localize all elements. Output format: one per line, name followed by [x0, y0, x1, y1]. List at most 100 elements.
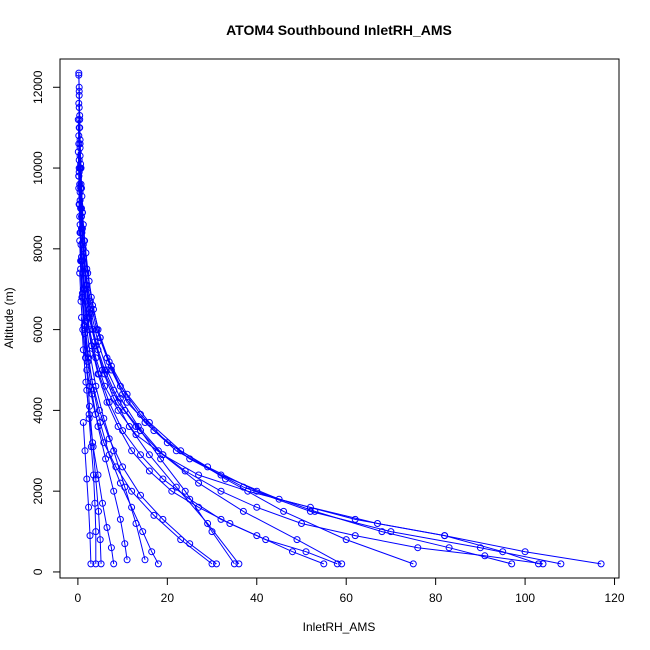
series-20: [79, 419, 95, 568]
data-point: [177, 536, 185, 544]
data-point: [76, 112, 84, 119]
data-point: [86, 532, 94, 540]
data-point: [123, 390, 131, 398]
series-line: [78, 103, 561, 565]
data-point: [195, 471, 203, 479]
data-point: [110, 560, 118, 568]
data-point: [121, 540, 129, 548]
y-axis: 0 2000 4000 6000 8000 10000 12000: [31, 70, 60, 575]
data-point: [414, 544, 422, 552]
x-axis-label: InletRH_AMS: [303, 620, 376, 634]
data-point: [137, 491, 144, 499]
data-point: [82, 318, 90, 325]
series-18: [76, 269, 216, 568]
data-point: [186, 495, 194, 503]
data-point: [95, 370, 103, 378]
data-point: [110, 487, 118, 495]
series-line: [81, 297, 128, 560]
data-point: [81, 447, 89, 455]
data-point: [79, 326, 87, 334]
data-point: [79, 419, 87, 426]
series-line: [86, 390, 97, 564]
data-point: [195, 479, 203, 487]
y-tick-label: 2000: [31, 477, 45, 504]
data-point: [77, 297, 85, 305]
data-point: [125, 423, 133, 430]
data-point: [253, 532, 261, 540]
x-axis: 0 20 40 60 80 100 120: [75, 578, 625, 605]
data-point: [441, 532, 449, 540]
x-tick-label: 0: [75, 591, 82, 605]
data-point: [137, 451, 144, 459]
data-point: [105, 398, 113, 406]
x-tick-label: 20: [161, 591, 175, 605]
data-point: [96, 536, 104, 544]
data-point: [90, 471, 97, 479]
data-point: [320, 560, 328, 568]
data-point: [239, 507, 247, 515]
data-point: [78, 293, 86, 301]
data-point: [374, 520, 381, 527]
data-point: [88, 342, 96, 350]
data-point: [107, 544, 115, 552]
data-point: [75, 200, 83, 208]
data-point: [99, 499, 106, 507]
data-point: [204, 463, 212, 471]
data-point: [78, 257, 85, 265]
data-point: [85, 415, 93, 422]
data-point: [154, 447, 162, 455]
data-point: [89, 439, 97, 447]
data-point: [163, 439, 171, 447]
x-tick-label: 120: [605, 591, 625, 605]
data-point: [508, 560, 516, 568]
data-point: [114, 406, 122, 414]
series-line: [81, 317, 115, 564]
data-point: [521, 548, 529, 556]
data-point: [83, 386, 91, 394]
data-point: [105, 435, 113, 443]
data-point: [481, 552, 489, 560]
data-point: [112, 463, 120, 471]
data-point: [351, 532, 359, 540]
data-point: [97, 560, 105, 568]
data-point: [116, 479, 124, 487]
data-point: [409, 560, 417, 568]
data-point: [159, 515, 167, 523]
data-point: [539, 560, 547, 568]
x-tick-label: 100: [515, 591, 535, 605]
data-point: [244, 487, 252, 495]
data-point: [535, 560, 542, 568]
series-line: [77, 151, 544, 565]
data-point: [76, 152, 84, 160]
y-axis-label: Altitude (m): [2, 287, 16, 348]
series-5: [74, 116, 516, 568]
data-point: [145, 451, 153, 459]
data-point: [154, 560, 162, 568]
data-point: [92, 528, 100, 536]
data-point: [110, 394, 118, 402]
data-point: [103, 366, 111, 374]
x-tick-label: 60: [340, 591, 354, 605]
data-point: [92, 560, 100, 568]
data-point: [378, 528, 386, 536]
data-point: [137, 427, 144, 435]
data-point: [217, 515, 225, 523]
series-line: [80, 260, 159, 565]
data-point: [116, 394, 124, 402]
data-point: [150, 511, 158, 519]
data-point: [86, 402, 93, 410]
data-point: [76, 196, 84, 204]
data-point: [75, 87, 83, 95]
data-point: [83, 314, 91, 321]
data-point: [253, 487, 261, 495]
data-point: [150, 427, 158, 435]
data-point: [333, 560, 341, 568]
data-point: [75, 124, 83, 132]
data-point: [262, 536, 270, 544]
data-point: [105, 451, 113, 459]
data-point: [208, 560, 216, 568]
data-point: [87, 443, 95, 451]
data-point: [86, 297, 94, 305]
data-point: [76, 269, 84, 277]
